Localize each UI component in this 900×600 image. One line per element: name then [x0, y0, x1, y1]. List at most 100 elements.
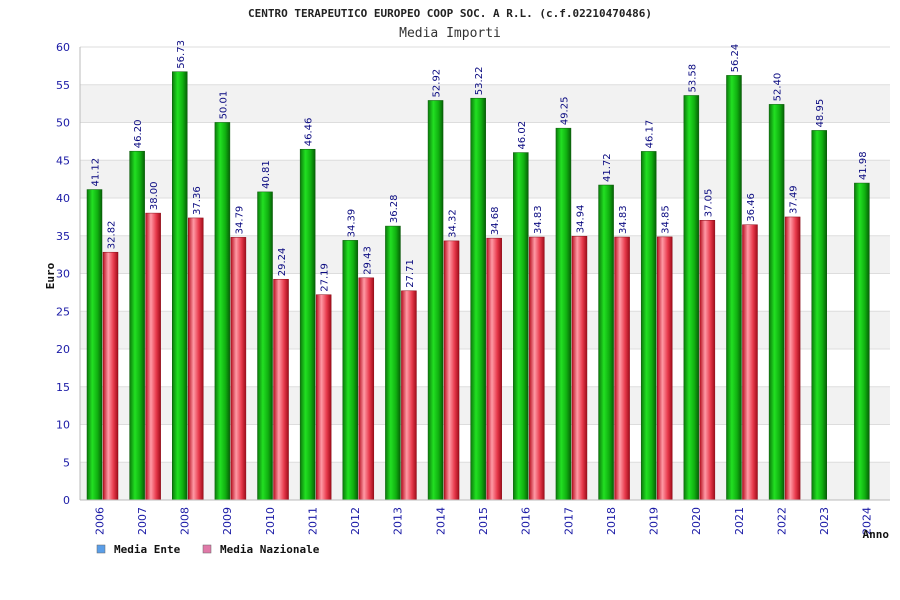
data-label: 46.20 [133, 120, 144, 149]
bar-media-ente [640, 151, 657, 501]
data-label: 46.02 [517, 121, 528, 150]
data-label: 41.72 [602, 153, 613, 182]
bar-media-ente [811, 130, 827, 501]
bar-media-ente [513, 152, 529, 501]
x-tick-label: 2021 [733, 507, 746, 535]
data-label: 41.12 [91, 158, 102, 187]
bar-media-ente [555, 127, 572, 501]
data-labels: 41.12 32.82 46.20 38.00 56.73 37.36 50.01 34.79… [91, 40, 869, 292]
bar-media-nazionale [443, 240, 460, 501]
bar-media-ente [342, 240, 359, 501]
y-tick-label: 20 [56, 343, 70, 356]
y-axis-label: Euro [44, 262, 57, 289]
bar-media-nazionale [656, 236, 673, 501]
x-axis-label: Anno [863, 528, 890, 541]
x-tick-label: 2011 [306, 507, 319, 535]
data-label: 34.83 [618, 205, 629, 234]
bar-media-nazionale [571, 235, 588, 501]
data-label: 52.40 [773, 73, 784, 102]
x-tick-label: 2019 [648, 507, 661, 535]
data-label: 41.98 [858, 151, 869, 180]
data-label: 34.68 [490, 207, 501, 236]
bar-media-nazionale [699, 220, 716, 501]
data-label: 36.28 [389, 194, 400, 223]
x-tick-label: 2017 [562, 507, 575, 535]
data-label: 53.22 [474, 67, 485, 96]
bar-media-nazionale [486, 237, 502, 501]
x-tick-label: 2006 [93, 507, 106, 535]
y-tick-label: 25 [56, 305, 70, 318]
data-label: 40.81 [261, 160, 272, 189]
bar-media-nazionale [401, 290, 417, 501]
legend-label-media-ente: Media Ente [114, 543, 181, 556]
data-label: 38.00 [149, 181, 160, 210]
data-label: 56.73 [176, 40, 187, 69]
bar-media-nazionale [742, 224, 758, 501]
bar-media-nazionale [315, 294, 332, 501]
bar-media-nazionale [230, 237, 247, 501]
x-tick-label: 2024 [861, 507, 874, 535]
x-tick-label: 2008 [179, 507, 192, 535]
y-tick-label: 30 [56, 268, 70, 281]
bar-media-ente [768, 104, 785, 501]
x-tick-label: 2018 [605, 507, 618, 535]
bar-media-nazionale [188, 217, 204, 501]
data-label: 49.25 [559, 97, 570, 126]
band [80, 47, 890, 85]
bar-media-ente [470, 97, 486, 501]
bar-media-ente [726, 75, 742, 501]
y-tick-label: 10 [56, 419, 70, 432]
x-tick-label: 2007 [136, 507, 149, 535]
bar-media-ente [854, 182, 870, 501]
data-label: 37.49 [789, 185, 800, 214]
bar-media-nazionale [358, 277, 375, 501]
y-tick-label: 45 [56, 154, 70, 167]
x-tick-label: 2020 [690, 507, 703, 535]
data-label: 37.05 [703, 189, 714, 218]
x-tick-label: 2010 [264, 507, 277, 535]
data-label: 48.95 [815, 99, 826, 128]
x-axis-ticks: 2006 2007 2008 2009 2010 2011 2012 2013 2014 2015… [93, 507, 873, 535]
bar-media-nazionale [102, 251, 119, 501]
data-label: 34.83 [533, 205, 544, 234]
y-tick-label: 35 [56, 230, 70, 243]
legend-label-media-nazionale: Media Nazionale [220, 543, 320, 556]
bar-media-ente [129, 150, 145, 501]
x-tick-label: 2022 [775, 507, 788, 535]
data-label: 34.94 [575, 205, 586, 234]
y-tick-label: 55 [56, 79, 70, 92]
data-label: 34.32 [448, 209, 459, 238]
bar-media-ente [598, 184, 614, 501]
data-label: 56.24 [730, 44, 741, 73]
y-tick-label: 50 [56, 117, 70, 130]
data-label: 27.19 [320, 263, 331, 292]
y-tick-label: 0 [63, 494, 70, 507]
bar-media-nazionale [273, 278, 289, 501]
bar-media-nazionale [614, 236, 630, 501]
bar-media-ente [86, 189, 103, 501]
y-tick-label: 40 [56, 192, 70, 205]
data-label: 34.85 [661, 205, 672, 234]
bar-media-nazionale [784, 216, 801, 501]
bar-media-ente [427, 100, 444, 501]
legend-swatch-media-ente [96, 544, 106, 554]
data-label: 29.24 [277, 248, 288, 277]
bar-media-ente [385, 225, 401, 501]
data-label: 34.79 [234, 206, 245, 235]
x-tick-label: 2013 [392, 507, 405, 535]
data-label: 34.39 [346, 209, 357, 238]
x-tick-label: 2009 [221, 507, 234, 535]
y-axis-ticks: 0 5 10 15 20 25 30 35 40 45 50 55 60 [56, 41, 70, 507]
data-label: 53.58 [687, 64, 698, 93]
y-tick-label: 5 [63, 456, 70, 469]
x-tick-label: 2012 [349, 507, 362, 535]
bar-media-ente [257, 191, 273, 501]
data-label: 50.01 [218, 91, 229, 120]
bar-media-ente [299, 148, 316, 501]
x-tick-label: 2016 [520, 507, 533, 535]
x-tick-label: 2015 [477, 507, 490, 535]
data-label: 29.43 [362, 246, 373, 275]
y-tick-label: 15 [56, 381, 70, 394]
bars [86, 71, 870, 501]
